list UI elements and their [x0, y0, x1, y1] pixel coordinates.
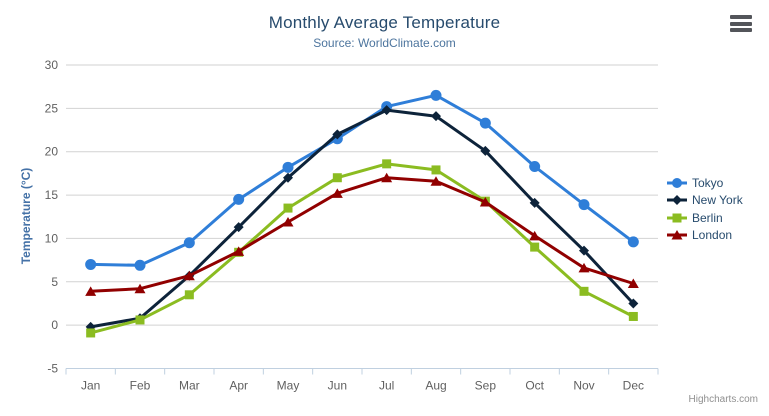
data-point-new-york[interactable] [283, 172, 293, 183]
data-point-berlin[interactable] [382, 159, 392, 169]
data-point-tokyo[interactable] [233, 193, 245, 205]
data-point-new-york[interactable] [233, 222, 244, 233]
export-menu-button[interactable] [730, 15, 754, 32]
data-point-london[interactable] [282, 216, 294, 227]
legend-item-berlin[interactable]: Berlin [667, 209, 767, 227]
chart-title: Monthly Average Temperature [268, 13, 501, 32]
data-point-berlin[interactable] [530, 242, 540, 252]
x-axis-label: Jan [81, 379, 100, 393]
x-axis-label: Nov [573, 379, 594, 393]
legend-label: Tokyo [692, 175, 724, 190]
legend-label: London [692, 228, 733, 243]
data-point-tokyo[interactable] [578, 199, 590, 211]
x-axis-label: Mar [179, 379, 200, 393]
data-point-tokyo[interactable] [183, 237, 195, 249]
data-point-berlin[interactable] [184, 290, 194, 300]
legend-item-tokyo[interactable]: Tokyo [667, 174, 767, 192]
data-point-tokyo[interactable] [479, 117, 491, 129]
y-axis-title: Temperature (°C) [19, 167, 33, 265]
data-point-new-york[interactable] [381, 105, 392, 116]
data-point-london[interactable] [331, 188, 343, 198]
x-axis-label: Apr [229, 379, 248, 393]
x-axis-label: Aug [425, 379, 446, 393]
chart-subtitle: Source: WorldClimate.com [313, 36, 456, 50]
data-point-tokyo[interactable] [134, 259, 146, 271]
series-line-new-york [89, 108, 635, 329]
data-point-berlin[interactable] [135, 315, 145, 325]
x-axis-label: Oct [525, 379, 544, 393]
x-axis-label: Jul [379, 379, 394, 393]
data-point-tokyo[interactable] [282, 161, 294, 173]
y-axis-label: 20 [45, 145, 59, 159]
data-point-tokyo[interactable] [529, 160, 541, 172]
y-axis-label: 30 [45, 58, 59, 72]
x-axis-label: Feb [130, 379, 151, 393]
data-point-london[interactable] [85, 286, 97, 296]
data-point-tokyo[interactable] [430, 89, 442, 101]
data-point-new-york[interactable] [579, 245, 589, 256]
series-line-london [89, 176, 635, 293]
y-axis-label: 5 [51, 275, 58, 289]
data-point-berlin[interactable] [431, 165, 441, 175]
x-axis-label: Dec [623, 379, 644, 393]
y-axis-label: 25 [45, 101, 59, 115]
data-point-new-york[interactable] [529, 197, 540, 208]
legend-label: Berlin [692, 210, 723, 225]
data-point-london[interactable] [529, 230, 541, 241]
data-point-berlin[interactable] [283, 203, 293, 213]
data-point-london[interactable] [183, 270, 195, 281]
highcharts-credits[interactable]: Highcharts.com [688, 394, 758, 405]
x-axis-label: Sep [475, 379, 497, 393]
data-point-new-york[interactable] [628, 298, 639, 309]
data-point-london[interactable] [430, 176, 442, 186]
data-point-berlin[interactable] [332, 173, 342, 183]
legend-marker-circle-icon [667, 177, 687, 188]
legend-marker-square-icon [667, 213, 687, 223]
legend-marker-diamond-icon [667, 195, 687, 206]
data-point-london[interactable] [627, 278, 639, 289]
data-point-new-york[interactable] [332, 129, 343, 140]
data-point-london[interactable] [134, 283, 146, 294]
hamburger-icon [730, 15, 752, 19]
y-axis-label: -5 [47, 362, 58, 376]
data-point-london[interactable] [381, 172, 393, 183]
data-point-berlin[interactable] [579, 286, 589, 296]
data-point-tokyo[interactable] [85, 258, 97, 270]
data-point-london[interactable] [479, 197, 491, 207]
legend-label: New York [692, 193, 743, 208]
data-point-new-york[interactable] [480, 145, 491, 156]
data-point-london[interactable] [233, 246, 245, 256]
legend: Tokyo New York Berlin London [667, 174, 767, 244]
legend-item-new-york[interactable]: New York [667, 192, 767, 210]
legend-marker-triangle-icon [667, 230, 687, 240]
data-point-berlin[interactable] [86, 328, 96, 338]
y-axis-label: 15 [45, 188, 59, 202]
series-line-berlin [89, 162, 635, 335]
data-point-tokyo[interactable] [627, 236, 639, 248]
y-axis-label: 0 [51, 318, 58, 332]
data-point-berlin[interactable] [628, 311, 638, 321]
x-axis-label: Jun [328, 379, 347, 393]
y-axis-label: 10 [45, 231, 59, 245]
data-point-london[interactable] [578, 262, 590, 273]
data-point-new-york[interactable] [431, 111, 441, 122]
legend-item-london[interactable]: London [667, 227, 767, 245]
x-axis-label: May [277, 379, 300, 393]
